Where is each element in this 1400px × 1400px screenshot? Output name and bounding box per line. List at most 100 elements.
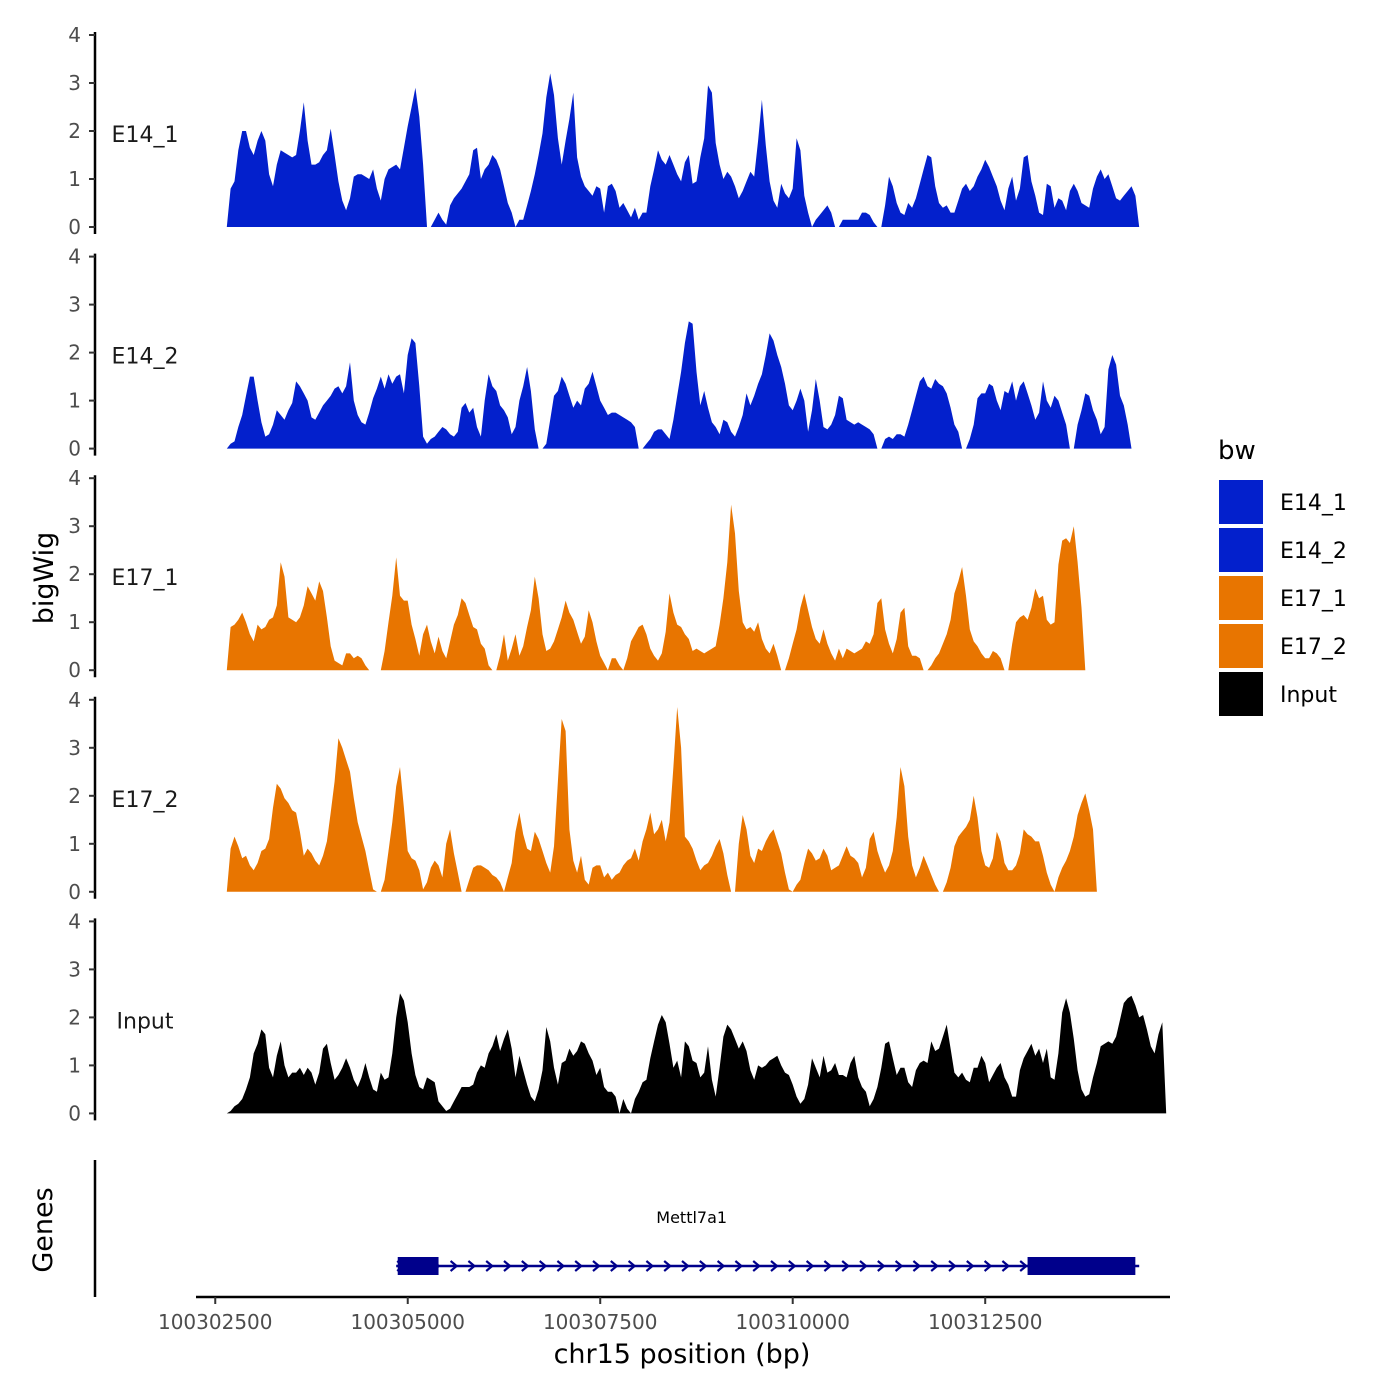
strand-arrow — [699, 1260, 708, 1272]
strand-arrow — [521, 1260, 530, 1272]
y-tick-label: 3 — [68, 957, 81, 981]
strand-arrow — [894, 1260, 904, 1272]
strand-arrow — [574, 1260, 583, 1272]
y-tick-label: 1 — [68, 832, 81, 856]
legend-swatch — [1219, 672, 1263, 716]
strand-arrow — [556, 1260, 566, 1272]
strand-arrow — [663, 1260, 672, 1272]
y-tick-label: 1 — [68, 389, 81, 413]
strand-arrow — [805, 1260, 815, 1272]
tracks-panel: 0 1 2 3 4 E14_1 0 1 2 3 4 E14_2 0 1 2 3 4 E17_1 0 1 2 3 4 E17_2… — [68, 23, 1167, 1125]
y-tick-label: 1 — [68, 1053, 81, 1077]
y-axis-title: bigWig — [29, 532, 60, 625]
x-tick-label: 100307500 — [543, 1310, 658, 1334]
y-tick-label: 0 — [68, 880, 81, 904]
strand-arrow — [1019, 1260, 1028, 1272]
track-label: E14_2 — [112, 345, 179, 370]
y-tick-label: 2 — [68, 784, 81, 808]
legend: bw E14_1 E14_2 E17_1 E17_2 Input — [1218, 436, 1347, 716]
y-tick-label: 3 — [68, 293, 81, 317]
y-tick-label: 4 — [68, 909, 81, 933]
legend-swatch — [1219, 624, 1263, 668]
strand-arrow — [734, 1260, 744, 1272]
track-E17_1: 0 1 2 3 4 E17_1 — [68, 466, 1086, 682]
strand-arrow — [592, 1260, 601, 1272]
y-tick-label: 0 — [68, 215, 81, 239]
gene-exon-1 — [397, 1257, 439, 1275]
y-tick-label: 0 — [68, 658, 81, 682]
genes-panel: Genes Mettl7a1 — [28, 1160, 1140, 1297]
legend-swatch — [1219, 528, 1263, 572]
track-label: E17_2 — [112, 788, 179, 813]
track-label: E17_1 — [112, 566, 179, 591]
legend-label: E17_2 — [1280, 635, 1347, 660]
track-label: Input — [117, 1009, 174, 1034]
y-tick-label: 4 — [68, 245, 81, 269]
strand-arrow — [716, 1260, 726, 1272]
y-tick-label: 0 — [68, 1101, 81, 1125]
y-tick-label: 1 — [68, 167, 81, 191]
y-tick-label: 2 — [68, 1005, 81, 1029]
strand-arrow — [752, 1260, 761, 1272]
strand-arrow — [948, 1260, 957, 1272]
coverage-area-E14_2 — [226, 321, 1132, 449]
y-tick-label: 2 — [68, 341, 81, 365]
strand-arrow — [610, 1260, 619, 1272]
y-tick-label: 2 — [68, 119, 81, 143]
gene-name-label: Mettl7a1 — [656, 1208, 727, 1227]
y-tick-label: 3 — [68, 514, 81, 538]
x-tick-label: 100305000 — [350, 1310, 465, 1334]
legend-item-Input: Input — [1219, 672, 1337, 716]
y-tick-label: 3 — [68, 736, 81, 760]
y-tick-label: 1 — [68, 610, 81, 634]
strand-arrow — [449, 1260, 459, 1272]
coverage-area-Input — [226, 993, 1167, 1114]
coverage-area-E17_1 — [226, 504, 1086, 671]
track-E17_2: 0 1 2 3 4 E17_2 — [68, 688, 1097, 904]
strand-arrow — [859, 1260, 868, 1272]
x-tick-label: 100302500 — [158, 1310, 273, 1334]
strand-arrow — [966, 1260, 975, 1272]
x-axis-title: chr15 position (bp) — [554, 1339, 811, 1370]
strand-arrow — [503, 1260, 512, 1272]
y-tick-label: 4 — [68, 23, 81, 47]
legend-swatch — [1219, 480, 1263, 524]
strand-arrow — [681, 1260, 690, 1272]
y-tick-label: 4 — [68, 466, 81, 490]
gene-exon-2 — [1027, 1257, 1136, 1275]
genes-panel-label: Genes — [28, 1187, 59, 1272]
strand-arrow — [930, 1260, 939, 1272]
y-tick-label: 2 — [68, 562, 81, 586]
legend-title: bw — [1218, 436, 1256, 466]
track-E14_1: 0 1 2 3 4 E14_1 — [68, 23, 1140, 239]
x-tick-label: 100312500 — [928, 1310, 1043, 1334]
strand-arrow — [823, 1260, 833, 1272]
legend-swatch — [1219, 576, 1263, 620]
track-E14_2: 0 1 2 3 4 E14_2 — [68, 245, 1132, 461]
strand-arrow — [538, 1260, 548, 1272]
legend-item-E17_2: E17_2 — [1219, 624, 1347, 668]
legend-label: E14_2 — [1280, 539, 1347, 564]
strand-arrow — [627, 1260, 637, 1272]
legend-item-E17_1: E17_1 — [1219, 576, 1347, 620]
strand-arrow — [1001, 1260, 1011, 1272]
strand-arrow — [467, 1260, 477, 1272]
legend-label: E17_1 — [1280, 587, 1347, 612]
legend-label: E14_1 — [1280, 491, 1347, 516]
track-Input: 0 1 2 3 4 Input — [68, 909, 1167, 1125]
strand-arrow — [841, 1260, 850, 1272]
legend-item-E14_1: E14_1 — [1219, 480, 1347, 524]
coverage-area-E17_2 — [226, 707, 1097, 892]
strand-arrow — [912, 1260, 922, 1272]
strand-arrow — [983, 1260, 993, 1272]
strand-arrow — [788, 1260, 797, 1272]
strand-arrow — [877, 1260, 886, 1272]
strand-arrow — [770, 1260, 779, 1272]
legend-item-E14_2: E14_2 — [1219, 528, 1347, 572]
x-axis: 100302500 100305000 100307500 100310000 1003… — [158, 1295, 1170, 1334]
legend-label: Input — [1280, 683, 1337, 708]
y-tick-label: 0 — [68, 437, 81, 461]
track-label: E14_1 — [112, 123, 179, 148]
strand-arrow — [485, 1260, 494, 1272]
x-tick-label: 100310000 — [735, 1310, 850, 1334]
